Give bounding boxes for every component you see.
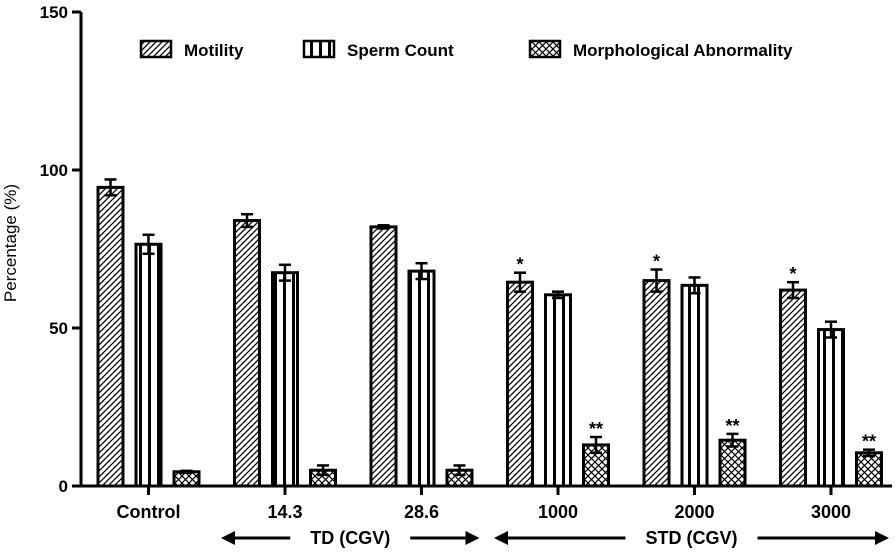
legend-label: Sperm Count [347, 41, 454, 60]
bar [506, 280, 534, 488]
bar [779, 288, 807, 488]
bar [271, 271, 299, 488]
significance-marker: ** [862, 432, 876, 452]
left-arrowhead [494, 531, 508, 545]
right-arrowhead [465, 531, 480, 545]
bar [544, 293, 572, 488]
legend-swatch [528, 39, 562, 59]
y-tick-label: 0 [59, 477, 68, 496]
axis-labels: Percentage (%) [1, 184, 20, 302]
x-tick-label: 3000 [811, 502, 851, 522]
significance-marker: ** [589, 419, 603, 439]
bar [855, 451, 883, 488]
group-label: TD (CGV) [310, 528, 390, 548]
x-tick-label: 1000 [538, 502, 578, 522]
legend-label: Morphological Abnormality [573, 41, 793, 60]
bar [96, 185, 125, 488]
legend-swatch [302, 39, 336, 59]
bar [642, 279, 671, 488]
x-tick-label: Control [117, 502, 181, 522]
axes: 0 50 100 150 Control 14.3 28.6 1000 2000 3000 [40, 3, 892, 522]
group-arrows: TD (CGV) STD (CGV) [221, 528, 889, 548]
y-tick-label: 150 [40, 3, 68, 22]
y-tick-label: 50 [49, 319, 68, 338]
significance-marker: * [516, 255, 523, 275]
bar [407, 269, 436, 488]
bar [817, 328, 845, 488]
significance-marker: * [789, 264, 796, 284]
x-tick-label: 28.6 [404, 502, 439, 522]
significance-marker: * [653, 252, 660, 272]
bar [369, 225, 398, 488]
legend: Motility Sperm Count Morphological Abnorma… [139, 39, 793, 60]
legend-label: Motility [184, 41, 244, 60]
group-label: STD (CGV) [646, 528, 738, 548]
left-arrowhead [221, 531, 235, 545]
bar [134, 242, 163, 488]
bar [233, 219, 261, 488]
bar [680, 283, 709, 488]
significance-marker: ** [725, 416, 739, 436]
bars: * **** **** [96, 178, 883, 488]
x-tick-label: 2000 [674, 502, 714, 522]
legend-swatch [139, 39, 173, 59]
y-axis-label: Percentage (%) [1, 184, 20, 302]
y-tick-label: 100 [40, 161, 68, 180]
x-tick-label: 14.3 [267, 502, 302, 522]
right-arrowhead [875, 531, 889, 545]
